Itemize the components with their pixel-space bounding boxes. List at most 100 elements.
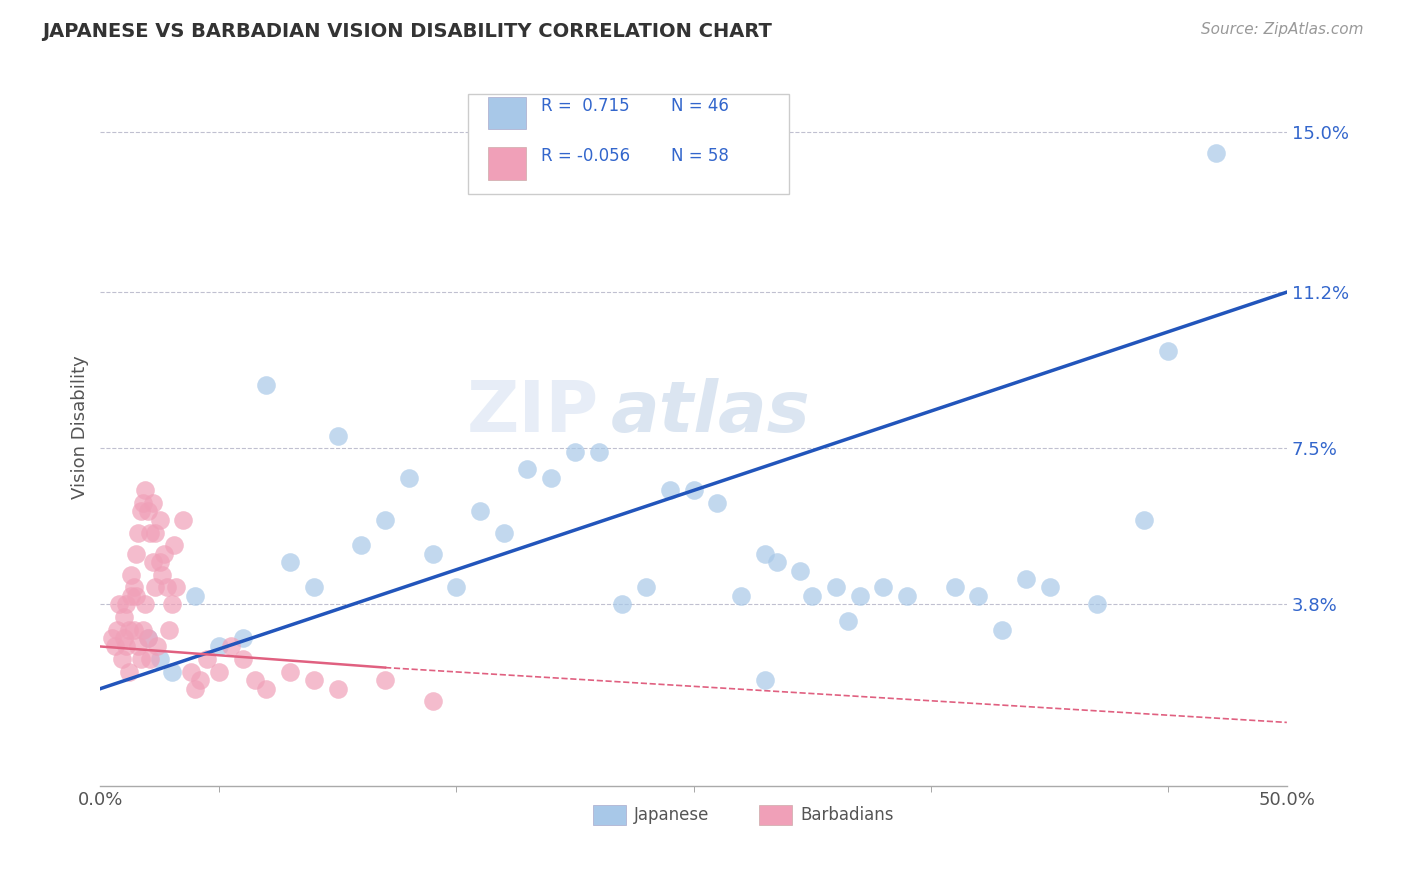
Point — [136, 631, 159, 645]
Point — [112, 610, 135, 624]
Point — [120, 589, 142, 603]
Point — [422, 547, 444, 561]
Point — [350, 538, 373, 552]
Point — [278, 665, 301, 679]
Point — [127, 525, 149, 540]
Point — [105, 623, 128, 637]
Bar — [488, 147, 526, 179]
Text: Source: ZipAtlas.com: Source: ZipAtlas.com — [1201, 22, 1364, 37]
Point — [1038, 581, 1060, 595]
Point — [398, 471, 420, 485]
Point — [848, 589, 870, 603]
Point — [896, 589, 918, 603]
Point — [115, 640, 138, 654]
Point — [142, 555, 165, 569]
Point — [278, 555, 301, 569]
Point — [943, 581, 966, 595]
Point — [706, 496, 728, 510]
Text: Japanese: Japanese — [634, 806, 710, 824]
Point — [588, 445, 610, 459]
Point — [149, 652, 172, 666]
Point — [825, 581, 848, 595]
Point — [129, 652, 152, 666]
Point — [208, 665, 231, 679]
Text: ZIP: ZIP — [467, 378, 599, 447]
Point — [165, 581, 187, 595]
Point — [184, 589, 207, 603]
Point — [127, 640, 149, 654]
Point — [139, 652, 162, 666]
Point — [636, 581, 658, 595]
Point — [612, 597, 634, 611]
Point — [326, 681, 349, 696]
Point — [163, 538, 186, 552]
Point — [132, 623, 155, 637]
Point — [103, 640, 125, 654]
Point — [134, 597, 156, 611]
Point — [540, 471, 562, 485]
Point — [1085, 597, 1108, 611]
Point — [219, 640, 242, 654]
Point — [120, 567, 142, 582]
Text: JAPANESE VS BARBADIAN VISION DISABILITY CORRELATION CHART: JAPANESE VS BARBADIAN VISION DISABILITY … — [42, 22, 772, 41]
Point — [188, 673, 211, 688]
Point — [149, 513, 172, 527]
Text: R =  0.715: R = 0.715 — [540, 97, 628, 115]
Point — [132, 496, 155, 510]
Point — [115, 597, 138, 611]
Point — [195, 652, 218, 666]
Point — [143, 581, 166, 595]
Point — [765, 555, 787, 569]
Point — [143, 525, 166, 540]
Point — [122, 581, 145, 595]
Point — [682, 483, 704, 498]
Point — [1205, 145, 1227, 160]
Point — [180, 665, 202, 679]
Point — [1133, 513, 1156, 527]
Point — [730, 589, 752, 603]
Point — [125, 589, 148, 603]
Point — [142, 496, 165, 510]
Point — [492, 525, 515, 540]
Point — [302, 673, 325, 688]
Point — [801, 589, 824, 603]
Point — [232, 631, 254, 645]
Point — [101, 631, 124, 645]
Point — [374, 513, 396, 527]
Point — [1015, 572, 1038, 586]
Point — [172, 513, 194, 527]
Point — [122, 623, 145, 637]
Point — [160, 597, 183, 611]
Point — [156, 581, 179, 595]
Point — [256, 378, 278, 392]
Point — [184, 681, 207, 696]
Point — [160, 665, 183, 679]
Point — [326, 428, 349, 442]
Point — [139, 525, 162, 540]
Point — [991, 623, 1014, 637]
Point — [118, 665, 141, 679]
Point — [157, 623, 180, 637]
Point — [232, 652, 254, 666]
Point — [108, 597, 131, 611]
Point — [754, 547, 776, 561]
Bar — [593, 805, 626, 825]
Point — [208, 640, 231, 654]
Point — [302, 581, 325, 595]
Point — [111, 652, 134, 666]
Point — [256, 681, 278, 696]
Point — [149, 555, 172, 569]
FancyBboxPatch shape — [468, 94, 789, 194]
Point — [967, 589, 990, 603]
Point — [125, 547, 148, 561]
Point — [118, 623, 141, 637]
Point — [136, 631, 159, 645]
Point — [243, 673, 266, 688]
Text: R = -0.056: R = -0.056 — [540, 147, 630, 165]
Point — [658, 483, 681, 498]
Point — [516, 462, 538, 476]
Point — [754, 673, 776, 688]
Point — [129, 504, 152, 518]
Point — [153, 547, 176, 561]
Point — [134, 483, 156, 498]
